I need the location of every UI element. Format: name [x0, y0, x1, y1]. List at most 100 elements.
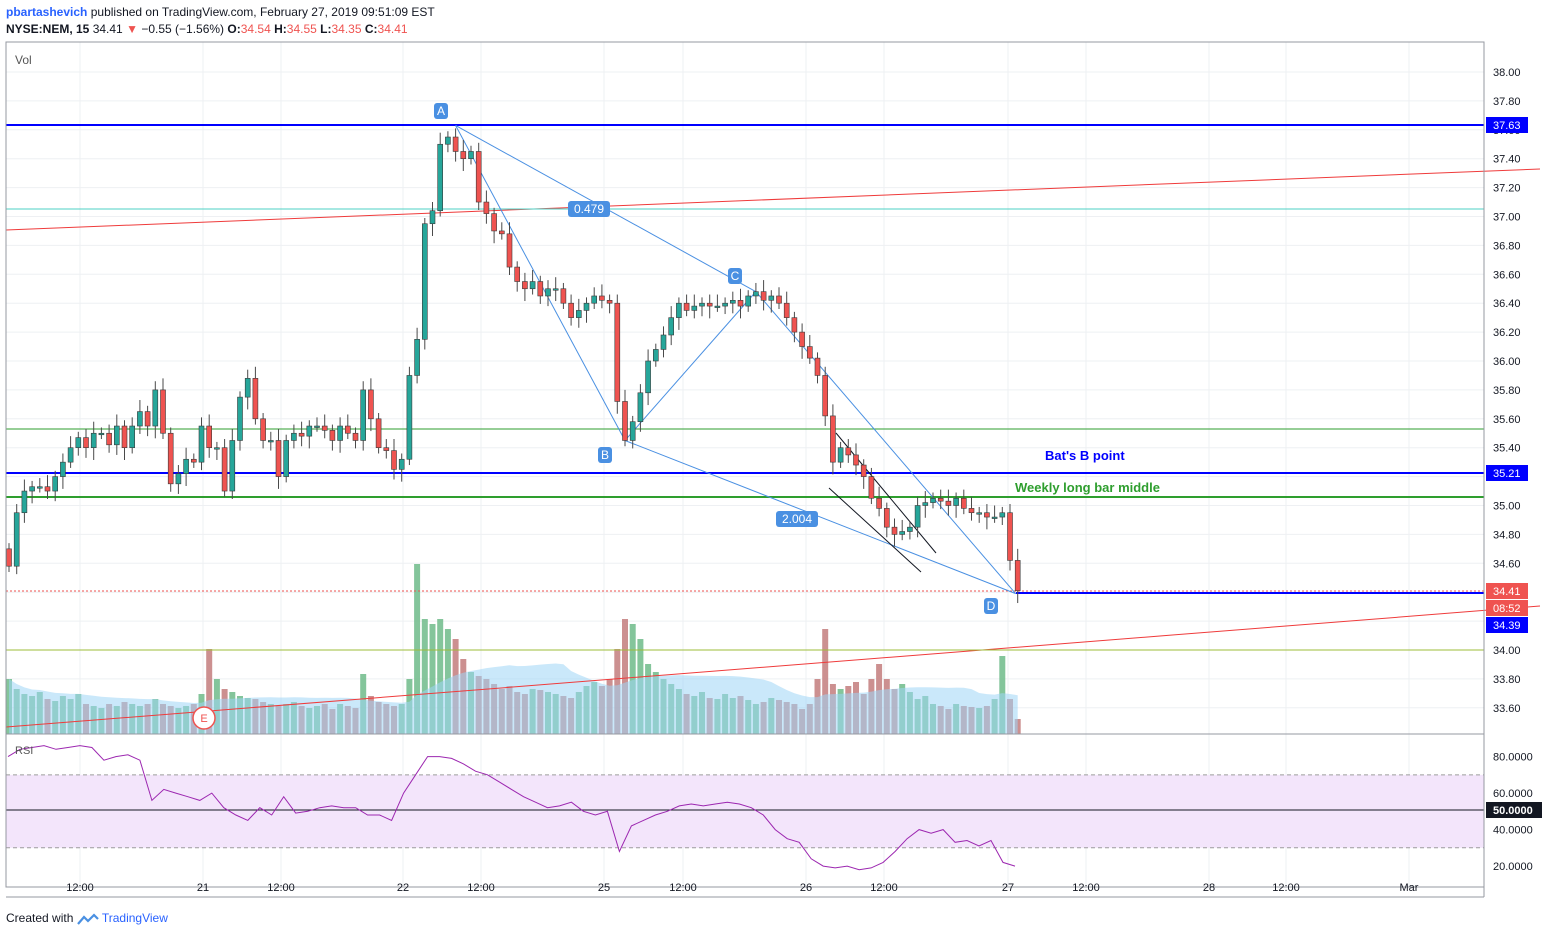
- candle-body: [968, 508, 975, 514]
- volume-bar: [414, 564, 421, 734]
- time-tick-label: 12:00: [66, 882, 94, 894]
- volume-bars: [6, 564, 1021, 734]
- high-label: H:: [274, 22, 287, 36]
- candle-body: [229, 440, 236, 492]
- point-e-label: E: [200, 713, 207, 725]
- point-d-label-pill: [984, 598, 998, 614]
- time-tick-label: 12:00: [267, 882, 295, 894]
- point-b-label-pill: [598, 447, 612, 463]
- price-tick-label: 34.80: [1493, 529, 1521, 541]
- candle-body: [699, 302, 705, 307]
- tradingview-brand[interactable]: TradingView: [101, 911, 168, 925]
- time-tick-label: 12:00: [669, 882, 697, 894]
- candle-body: [937, 497, 944, 502]
- price-tag-label: 08:52: [1493, 603, 1521, 615]
- candle-body: [629, 421, 636, 441]
- open-value: 34.54: [240, 22, 271, 36]
- candle-body: [275, 440, 282, 477]
- candle-body: [514, 266, 521, 282]
- drawings: [5, 124, 1541, 728]
- chart-header: pbartashevich published on TradingView.c…: [6, 4, 435, 38]
- price-tag-label: 37.63: [1493, 120, 1521, 132]
- candle-body: [814, 357, 821, 376]
- candle-body: [52, 476, 59, 492]
- candle-body: [260, 418, 266, 441]
- candle-body: [175, 473, 182, 485]
- symbol-label[interactable]: NYSE:NEM, 15: [6, 22, 90, 36]
- candle-body: [421, 223, 428, 340]
- candle-body: [452, 136, 459, 152]
- price-tick-label: 36.40: [1493, 298, 1521, 310]
- candle-body: [129, 425, 135, 448]
- time-tick-label: 22: [397, 882, 409, 894]
- candle-body: [984, 512, 990, 518]
- candle-body: [930, 497, 936, 503]
- low-label: L:: [320, 22, 332, 36]
- rsi-tick-label: 40.0000: [1493, 825, 1533, 837]
- candle-body: [999, 512, 1006, 518]
- candle-body: [352, 432, 359, 441]
- time-tick-label: 28: [1203, 882, 1215, 894]
- close-label: C:: [364, 22, 378, 36]
- rsi-tick-label: 60.0000: [1493, 788, 1533, 800]
- candle-body: [552, 288, 559, 291]
- candle-body: [830, 415, 836, 463]
- candle-body: [799, 331, 805, 347]
- volume-bar: [822, 629, 829, 734]
- volume-bar: [429, 624, 436, 734]
- candle-body: [67, 447, 74, 463]
- footer: Created with TradingView: [6, 911, 168, 926]
- price-tick-label: 34.60: [1493, 558, 1521, 570]
- candle-body: [368, 389, 374, 420]
- candle-body: [360, 389, 367, 441]
- candle-body: [106, 432, 112, 446]
- candle-body: [21, 490, 28, 514]
- candle-body: [429, 210, 436, 225]
- bat-b-annotation: Bat's B point: [1045, 448, 1125, 463]
- time-tick-label: 21: [197, 882, 209, 894]
- candle-body: [876, 497, 882, 509]
- candle-body: [591, 295, 598, 304]
- annotations: Vol RSI Bat's B point Weekly long bar middl…: [15, 53, 1160, 757]
- candle-body: [183, 458, 189, 475]
- candle-body: [652, 349, 659, 362]
- candle-body: [683, 302, 690, 311]
- candle-body: [398, 458, 405, 470]
- candle-body: [776, 295, 782, 304]
- candle-body: [560, 288, 567, 304]
- candle-body: [314, 425, 320, 428]
- rsi-band: [6, 774, 1484, 848]
- candle-body: [991, 516, 998, 519]
- candle-body: [468, 151, 474, 160]
- ratio-label-pill: [568, 201, 610, 217]
- candle-body: [437, 143, 444, 212]
- candle-body: [44, 486, 51, 492]
- price-tick-label: 35.40: [1493, 443, 1521, 455]
- point-c-label: C: [731, 269, 740, 283]
- author-link[interactable]: pbartashevich: [6, 5, 88, 19]
- candle-body: [1007, 512, 1013, 561]
- price-tag: [1486, 117, 1528, 133]
- rsi-label: RSI: [15, 745, 33, 757]
- price-tag-label: 35.21: [1493, 468, 1521, 480]
- candle-body: [614, 302, 621, 402]
- candle-body: [206, 425, 212, 448]
- price-tick-label: 36.60: [1493, 269, 1521, 281]
- volume-bar: [206, 649, 213, 734]
- weekly-middle-annotation: Weekly long bar middle: [1015, 480, 1160, 495]
- candle-body: [522, 281, 528, 290]
- candle-body: [167, 432, 174, 485]
- candle-body: [491, 213, 497, 232]
- price-tick-label: 35.60: [1493, 414, 1521, 426]
- candle-body: [406, 375, 413, 460]
- harmonic-leg: [624, 291, 757, 441]
- down-arrow-icon: ▼: [126, 22, 138, 36]
- candle-body: [822, 375, 829, 417]
- candle-body: [583, 302, 590, 311]
- low-value: 34.35: [331, 22, 362, 36]
- wedge-lower-line: [828, 487, 922, 573]
- close-value: 34.41: [377, 22, 408, 36]
- price-tag: [1486, 465, 1528, 481]
- candle-body: [152, 389, 159, 427]
